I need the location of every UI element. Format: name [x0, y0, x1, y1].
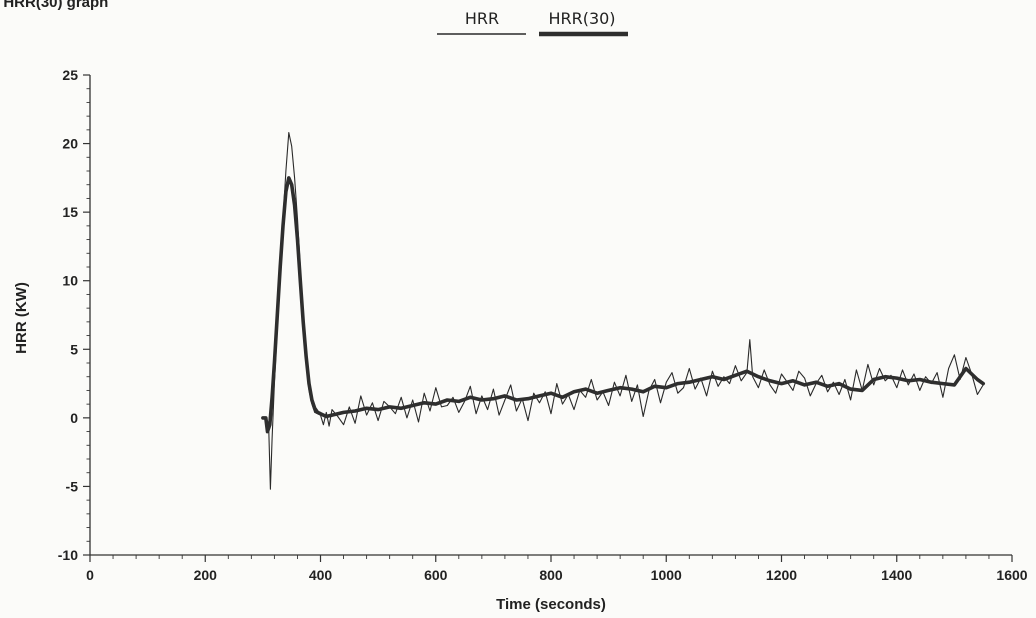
- x-tick-label-1600: 1600: [996, 567, 1027, 583]
- series-line-hrr30: [261, 176, 985, 434]
- legend-label-hrr: HRR: [465, 9, 499, 28]
- y-axis-title: HRR (KW): [13, 282, 30, 354]
- y-tick-label-0: 0: [70, 410, 78, 426]
- y-tick-label--10: -10: [58, 547, 78, 563]
- legend-label-hrr30: HRR(30): [548, 9, 615, 28]
- chart-legend: HRR HRR(30): [437, 9, 628, 37]
- x-tick-label-1000: 1000: [651, 567, 682, 583]
- chart-ticks: -10 -5 0 5 10 15 20 25 0 200 400 600 800 1000 1200 1400…: [58, 67, 1028, 583]
- page-title: ...and HRR(30) graph: [0, 0, 108, 11]
- y-tick-label-25: 25: [62, 67, 78, 83]
- x-tick-label-600: 600: [424, 567, 448, 583]
- x-tick-label-400: 400: [309, 567, 333, 583]
- x-tick-label-0: 0: [86, 567, 94, 583]
- series-line-hrr: [262, 132, 984, 490]
- x-tick-label-800: 800: [539, 567, 563, 583]
- y-tick-label-15: 15: [62, 204, 78, 220]
- y-tick-label-5: 5: [70, 341, 78, 357]
- y-tick-label--5: -5: [66, 478, 79, 494]
- chart-series: [261, 132, 985, 490]
- x-axis-title: Time (seconds): [496, 596, 606, 613]
- chart-axes: [89, 75, 1012, 556]
- x-tick-label-1200: 1200: [766, 567, 797, 583]
- y-tick-label-10: 10: [62, 273, 78, 289]
- y-tick-label-20: 20: [62, 136, 78, 152]
- x-tick-label-1400: 1400: [881, 567, 912, 583]
- x-tick-label-200: 200: [194, 567, 218, 583]
